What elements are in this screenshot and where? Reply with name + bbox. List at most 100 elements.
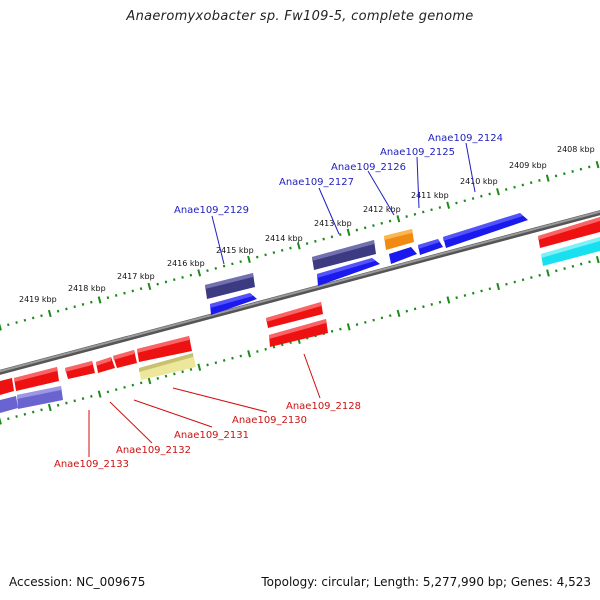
label-anae109-2128[interactable]: Anae109_2128 [286, 401, 361, 412]
gene-anae109-2126[interactable] [384, 229, 417, 264]
lower-scale-minor-tick [114, 388, 118, 392]
gene-anae109-2132[interactable] [96, 357, 115, 373]
lower-scale-minor-tick [405, 309, 409, 313]
gene-left-edge[interactable] [0, 378, 63, 413]
upper-scale-major-tick [0, 323, 2, 331]
lower-scale-minor-tick [7, 417, 10, 421]
upper-scale-major-tick [496, 188, 500, 196]
lower-scale-minor-tick [40, 408, 43, 412]
lower-scale-minor-tick [330, 329, 334, 333]
lower-scale-major-tick [247, 350, 251, 358]
label-anae109-2131[interactable]: Anae109_2131 [174, 430, 249, 441]
label-anae109-2132[interactable]: Anae109_2132 [116, 445, 191, 456]
upper-scale-minor-tick [372, 224, 375, 227]
label-anae109-2125[interactable]: Anae109_2125 [380, 147, 455, 158]
lower-scale-minor-tick [579, 262, 583, 266]
upper-scale-minor-tick [231, 262, 234, 266]
upper-scale-minor-tick [513, 185, 516, 189]
lower-scale-major-tick [396, 309, 401, 318]
label-anae109-2129[interactable]: Anae109_2129 [174, 205, 249, 216]
lower-scale-minor-tick [15, 415, 18, 418]
upper-scale-minor-tick [413, 212, 417, 216]
label-anae109-2124[interactable]: Anae109_2124 [428, 133, 503, 144]
upper-scale-minor-tick [7, 323, 10, 327]
scale-label-2411: 2411 kbp [411, 191, 449, 200]
lower-scale-major-tick [546, 269, 550, 277]
upper-scale-major-tick [446, 201, 451, 209]
label-anae109-2130[interactable]: Anae109_2130 [232, 415, 307, 426]
upper-scale-minor-tick [31, 316, 35, 320]
gene-right-edge-cyan[interactable] [541, 237, 600, 266]
upper-scale-minor-tick [222, 264, 226, 268]
lower-scale-minor-tick [106, 390, 110, 394]
upper-scale-major-tick [97, 296, 102, 304]
scale-label-2415: 2415 kbp [216, 246, 254, 255]
lower-scale-major-tick [346, 323, 351, 331]
lower-scale-minor-tick [538, 273, 541, 277]
scale-label-2412: 2412 kbp [363, 205, 401, 214]
scale-label-2417: 2417 kbp [117, 272, 155, 281]
upper-scale-major-tick [247, 255, 251, 264]
lower-scale-minor-tick [530, 276, 533, 279]
gene-anae109-2129[interactable] [205, 273, 257, 315]
lower-scale-minor-tick [189, 368, 193, 371]
lower-scale-minor-tick [388, 314, 392, 318]
scale-label-2419: 2419 kbp [19, 295, 57, 304]
upper-scale-major-tick [545, 174, 550, 182]
upper-scale-minor-tick [73, 305, 76, 309]
lower-scale-minor-tick [563, 267, 566, 270]
upper-scale-minor-tick [239, 260, 242, 264]
lower-scale-minor-tick [239, 354, 243, 358]
gene-anae109-2128[interactable] [266, 302, 328, 347]
upper-scale-minor-tick [455, 201, 458, 205]
label-anae109-2127[interactable]: Anae109_2127 [279, 177, 354, 188]
upper-scale-minor-tick [322, 237, 325, 241]
gene-anae109-2124[interactable] [443, 213, 528, 248]
gene-anae109-2133[interactable] [14, 361, 95, 391]
lower-scale-minor-tick [422, 305, 425, 309]
upper-scale-minor-tick [264, 253, 267, 257]
gene-anae109-2127[interactable] [312, 240, 380, 286]
label-anae109-2126[interactable]: Anae109_2126 [331, 162, 406, 173]
lower-scale-minor-tick [131, 383, 135, 387]
label-anae109-2133[interactable]: Anae109_2133 [54, 459, 129, 470]
upper-scale-minor-tick [430, 208, 433, 212]
upper-scale-minor-tick [156, 282, 159, 286]
upper-scale-minor-tick [471, 197, 475, 200]
lower-scale-minor-tick [264, 347, 267, 351]
lower-scale-minor-tick [463, 294, 467, 297]
gene-right-edge-red[interactable] [538, 217, 600, 248]
lower-scale-minor-tick [73, 399, 77, 403]
lower-scale-minor-tick [181, 370, 184, 374]
upper-scale-minor-tick [81, 303, 85, 306]
lower-scale-minor-tick [81, 397, 85, 401]
gene-anae109-2125[interactable] [418, 239, 443, 255]
lower-scale-minor-tick [430, 303, 434, 306]
lower-scale-minor-tick [339, 327, 342, 331]
lower-scale-minor-tick [521, 278, 525, 282]
upper-scale-minor-tick [488, 192, 491, 196]
forward-callouts [211, 142, 476, 265]
lower-scale-minor-tick [588, 260, 591, 264]
upper-scale-minor-tick [330, 235, 334, 239]
upper-scale-minor-tick [529, 181, 533, 185]
lower-scale-minor-tick [56, 403, 60, 407]
gene-anae109-2130[interactable] [137, 336, 196, 380]
topology-text: Topology: circular; Length: 5,277,990 bp… [261, 575, 591, 589]
scale-label-2413: 2413 kbp [314, 219, 352, 228]
upper-scale-minor-tick [15, 321, 18, 324]
lower-scale-minor-tick [206, 363, 209, 367]
upper-scale-minor-tick [123, 291, 126, 295]
scale-label-2416: 2416 kbp [167, 259, 205, 268]
upper-scale-minor-tick [579, 167, 583, 171]
gene-anae109-2131[interactable] [113, 350, 137, 368]
reverse-callouts [88, 353, 321, 457]
scale-label-2408: 2408 kbp [557, 145, 595, 154]
lower-scale-minor-tick [372, 318, 375, 322]
upper-scale-minor-tick [314, 239, 317, 243]
upper-scale-minor-tick [139, 287, 143, 291]
lower-scale-ticks [0, 255, 600, 425]
upper-scale-minor-tick [272, 251, 276, 255]
upper-scale-minor-tick [380, 221, 384, 225]
